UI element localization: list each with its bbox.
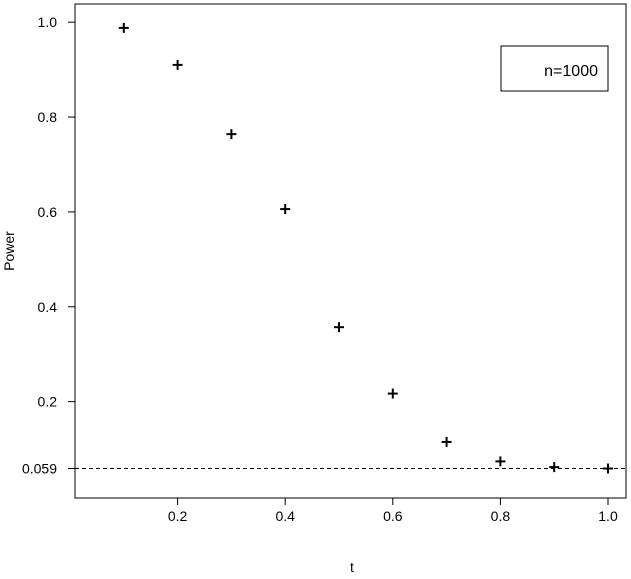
data-point (280, 204, 291, 215)
data-point (495, 456, 506, 467)
y-tick-label: 0.059 (22, 461, 57, 477)
legend-box (500, 45, 609, 92)
data-point (549, 462, 560, 473)
plot-frame (74, 3, 627, 499)
x-tick-label: 0.4 (275, 508, 295, 524)
x-tick-label: 0.8 (491, 508, 511, 524)
y-tick-label: 0.8 (38, 109, 58, 125)
y-axis-title: Power (1, 231, 17, 271)
data-point (387, 388, 398, 399)
y-axis: 0.059 0.2 0.4 0.6 0.8 1.0 (22, 14, 75, 477)
y-tick-label: 0.2 (38, 394, 58, 410)
x-tick-label: 0.2 (168, 508, 188, 524)
x-tick-label: 0.6 (383, 508, 403, 524)
x-axis-title: t (350, 559, 354, 575)
data-point (226, 129, 237, 140)
x-tick-label: 1.0 (598, 508, 618, 524)
legend-label: n=1000 (544, 63, 598, 80)
data-point (172, 59, 183, 70)
data-point (118, 22, 129, 33)
y-tick-label: 0.4 (38, 299, 58, 315)
data-points (118, 22, 613, 474)
data-point (603, 463, 613, 474)
legend: n=1000 (500, 45, 609, 92)
data-point (441, 436, 452, 447)
y-tick-label: 1.0 (38, 14, 58, 30)
y-tick-label: 0.6 (38, 204, 58, 220)
data-point (334, 322, 344, 333)
x-axis: 0.2 0.4 0.6 0.8 1.0 (168, 498, 618, 524)
